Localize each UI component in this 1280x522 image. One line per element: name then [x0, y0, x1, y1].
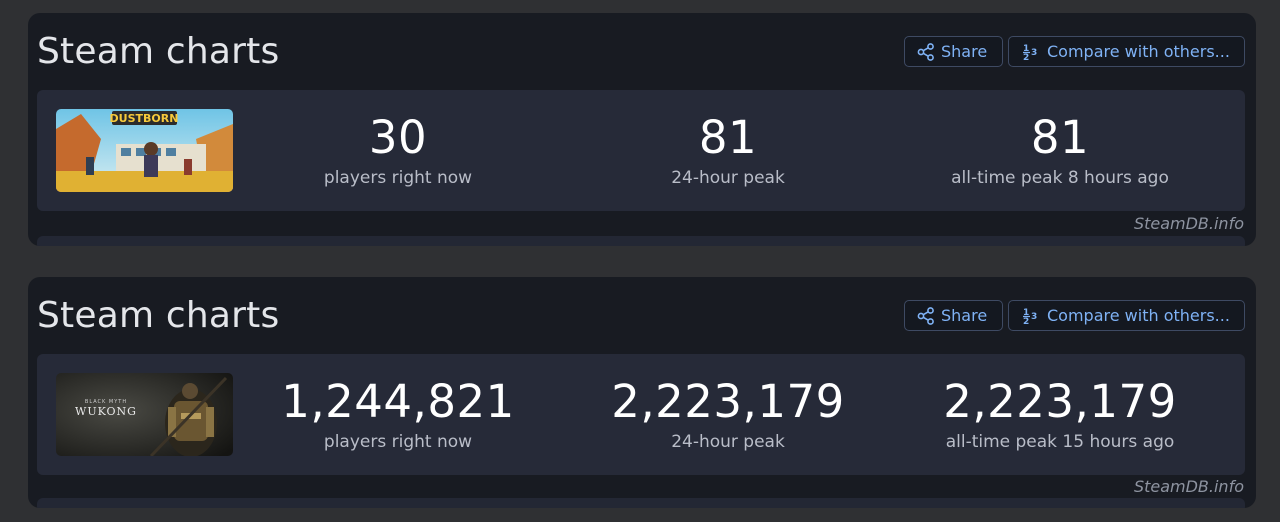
share-button-label: Share [941, 42, 988, 61]
compare-numbers-icon: 1 3 2 [1022, 42, 1042, 62]
stats-panel: DUSTBORN 30 players right now 81 24-hour… [37, 90, 1245, 211]
compare-numbers-icon: 1 3 2 [1022, 306, 1042, 326]
stat-value: 2,223,179 [943, 375, 1177, 428]
thumbnail-logo-subtext: BLACK MYTH [85, 399, 127, 405]
stat-value: 81 [698, 111, 758, 164]
stats-panel: BLACK MYTH WUKONG 1,244,821 players righ… [37, 354, 1245, 475]
game-thumbnail-wukong[interactable]: BLACK MYTH WUKONG [56, 373, 233, 456]
thumbnail-logo-text: WUKONG [75, 405, 137, 418]
svg-text:3: 3 [1031, 48, 1037, 58]
stat-24h-peak: 81 24-hour peak [548, 110, 908, 190]
steamdb-credit-link[interactable]: SteamDB.info [1133, 214, 1244, 233]
share-icon [916, 42, 936, 62]
card-title: Steam charts [37, 31, 280, 72]
chart-area-edge [37, 236, 1245, 246]
svg-text:3: 3 [1031, 312, 1037, 322]
share-button-label: Share [941, 306, 988, 325]
stat-players-now: 30 players right now [218, 110, 578, 190]
stat-24h-peak: 2,223,179 24-hour peak [548, 374, 908, 454]
stat-value: 2,223,179 [611, 375, 845, 428]
game-thumbnail-dustborn[interactable]: DUSTBORN [56, 109, 233, 192]
svg-text:1: 1 [1023, 308, 1029, 318]
share-button[interactable]: Share [904, 300, 1003, 331]
share-button[interactable]: Share [904, 36, 1003, 67]
stat-label: all-time peak 8 hours ago [951, 168, 1169, 188]
chart-area-edge [37, 498, 1245, 508]
compare-button-label: Compare with others... [1047, 42, 1230, 61]
steam-charts-card-dustborn: Steam charts Share 1 3 2 Compare with ot… [28, 13, 1256, 246]
svg-text:2: 2 [1023, 317, 1029, 326]
stat-value: 1,244,821 [281, 375, 515, 428]
stat-all-time-peak: 2,223,179 all-time peak 15 hours ago [880, 374, 1240, 454]
stat-value: 30 [368, 111, 428, 164]
share-icon [916, 306, 936, 326]
stat-label: players right now [323, 168, 473, 188]
compare-button[interactable]: 1 3 2 Compare with others... [1008, 36, 1245, 67]
thumbnail-logo-text: DUSTBORN [110, 112, 179, 125]
card-title: Steam charts [37, 295, 280, 336]
svg-text:2: 2 [1023, 53, 1029, 62]
stat-value: 81 [1030, 111, 1090, 164]
stat-all-time-peak: 81 all-time peak 8 hours ago [880, 110, 1240, 190]
compare-button[interactable]: 1 3 2 Compare with others... [1008, 300, 1245, 331]
stat-label: 24-hour peak [671, 432, 785, 452]
stat-label: 24-hour peak [671, 168, 785, 188]
steam-charts-card-wukong: Steam charts Share 1 3 2 Compare with ot… [28, 277, 1256, 508]
stat-label: players right now [323, 432, 473, 452]
stat-players-now: 1,244,821 players right now [218, 374, 578, 454]
svg-text:1: 1 [1023, 44, 1029, 54]
compare-button-label: Compare with others... [1047, 306, 1230, 325]
stat-label: all-time peak 15 hours ago [945, 432, 1175, 452]
steamdb-credit-link[interactable]: SteamDB.info [1133, 477, 1244, 496]
